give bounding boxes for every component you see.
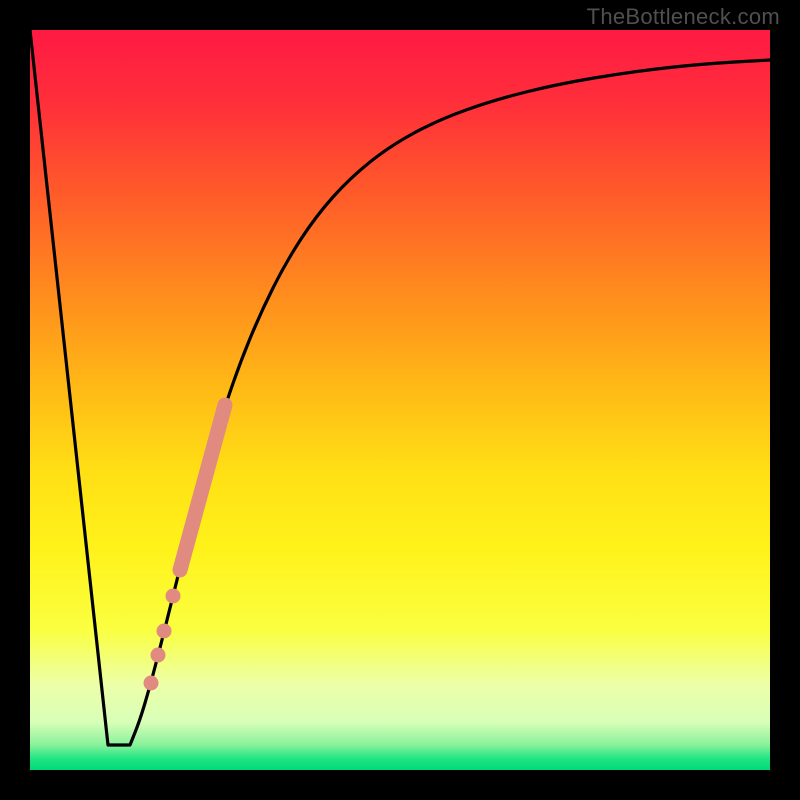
data-point-3 (166, 589, 181, 604)
data-point-1 (151, 648, 166, 663)
bottleneck-chart (0, 0, 800, 800)
watermark-text: TheBottleneck.com (587, 4, 780, 30)
chart-container: TheBottleneck.com (0, 0, 800, 800)
data-point-2 (157, 624, 172, 639)
data-point-0 (144, 676, 159, 691)
